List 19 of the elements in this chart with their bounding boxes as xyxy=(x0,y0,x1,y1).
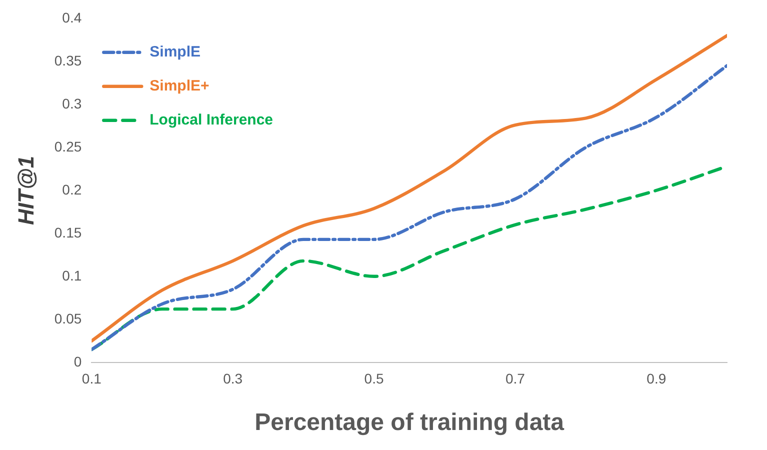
y-tick-label: 0.2 xyxy=(62,181,82,198)
x-tick-label: 0.3 xyxy=(223,370,243,387)
x-axis-title: Percentage of training data xyxy=(254,409,565,436)
legend-label: SimplE+ xyxy=(150,78,210,95)
x-tick-label: 0.9 xyxy=(646,370,666,387)
y-tick-label: 0.05 xyxy=(54,310,82,326)
y-tick-label: 0 xyxy=(74,353,82,370)
x-tick-label: 0.7 xyxy=(505,370,526,387)
y-tick-label: 0.3 xyxy=(62,95,82,112)
y-axis-title: HIT@1 xyxy=(13,156,38,225)
y-tick-label: 0.4 xyxy=(62,9,82,26)
y-tick-label: 0.35 xyxy=(54,52,82,68)
x-tick-label: 0.5 xyxy=(364,370,384,387)
x-tick-label: 0.1 xyxy=(82,370,102,387)
legend-label: Logical Inference xyxy=(150,112,274,129)
legend-label: SimplE xyxy=(150,44,201,61)
y-tick-label: 0.25 xyxy=(54,138,82,154)
y-tick-label: 0.1 xyxy=(62,267,82,284)
y-tick-label: 0.15 xyxy=(54,224,82,240)
